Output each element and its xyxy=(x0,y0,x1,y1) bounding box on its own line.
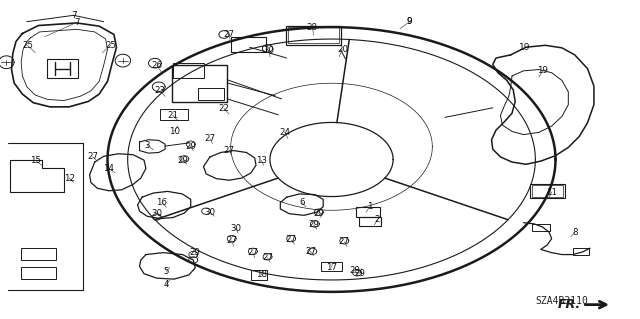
Bar xyxy=(173,65,227,102)
Text: 27: 27 xyxy=(223,30,235,39)
Text: 3: 3 xyxy=(145,141,150,150)
Text: 29: 29 xyxy=(314,209,324,218)
Text: 1: 1 xyxy=(367,202,372,211)
Text: 27: 27 xyxy=(204,134,216,143)
Bar xyxy=(532,224,550,231)
Text: 29: 29 xyxy=(178,156,188,165)
Text: 24: 24 xyxy=(279,128,291,137)
Text: 27: 27 xyxy=(247,248,259,257)
Text: 29: 29 xyxy=(350,266,360,275)
Text: 29: 29 xyxy=(355,269,365,278)
Text: 30: 30 xyxy=(230,224,241,233)
Text: 15: 15 xyxy=(29,156,41,165)
Text: 5: 5 xyxy=(164,267,169,276)
Bar xyxy=(160,108,189,120)
Text: 28: 28 xyxy=(307,23,318,32)
Text: FR.: FR. xyxy=(558,298,581,311)
Bar xyxy=(20,267,56,279)
Text: 19: 19 xyxy=(519,43,531,52)
Text: 9: 9 xyxy=(407,17,412,26)
Bar xyxy=(47,59,78,78)
Text: 22: 22 xyxy=(218,104,230,113)
Text: 27: 27 xyxy=(87,152,99,161)
Text: 10: 10 xyxy=(168,127,180,136)
Bar xyxy=(231,37,266,52)
Bar xyxy=(20,248,56,260)
Text: 21: 21 xyxy=(167,111,179,120)
Bar xyxy=(530,184,565,198)
Text: 27: 27 xyxy=(285,235,297,244)
Bar xyxy=(198,88,224,100)
Text: 29: 29 xyxy=(190,248,200,257)
Text: 27: 27 xyxy=(223,146,235,155)
Bar xyxy=(173,63,204,78)
Text: 17: 17 xyxy=(326,263,337,272)
Text: 19: 19 xyxy=(538,66,548,75)
Text: 25: 25 xyxy=(105,41,116,50)
Text: 29: 29 xyxy=(186,142,196,151)
Text: 27: 27 xyxy=(305,247,316,256)
Text: 18: 18 xyxy=(255,271,267,279)
Text: 23: 23 xyxy=(154,86,166,95)
Text: 27: 27 xyxy=(226,236,237,245)
Text: 2: 2 xyxy=(375,215,380,224)
Bar xyxy=(359,217,381,226)
Text: 7: 7 xyxy=(74,18,79,27)
Text: 8: 8 xyxy=(572,228,577,237)
Text: 7: 7 xyxy=(71,11,76,20)
Bar xyxy=(573,248,589,255)
Text: 29: 29 xyxy=(308,220,319,229)
Text: 27: 27 xyxy=(339,237,350,246)
Text: 14: 14 xyxy=(103,164,115,173)
Text: 25: 25 xyxy=(22,41,33,50)
Text: 12: 12 xyxy=(63,174,75,182)
Text: 30: 30 xyxy=(204,208,216,217)
Bar xyxy=(252,270,268,280)
Text: 30: 30 xyxy=(151,209,163,218)
Text: 6: 6 xyxy=(300,198,305,207)
Bar xyxy=(532,185,563,197)
Bar xyxy=(356,207,380,217)
Text: 9: 9 xyxy=(407,17,412,26)
Text: 16: 16 xyxy=(156,198,168,207)
Bar xyxy=(287,26,340,45)
Bar xyxy=(321,262,342,271)
Text: 4: 4 xyxy=(164,280,169,289)
Text: SZA4B3110: SZA4B3110 xyxy=(536,296,588,307)
Text: 13: 13 xyxy=(255,156,267,165)
Text: 26: 26 xyxy=(151,61,163,70)
Text: 20: 20 xyxy=(337,45,348,54)
Bar xyxy=(288,27,339,43)
Text: 30: 30 xyxy=(263,46,275,55)
Text: 11: 11 xyxy=(546,188,557,197)
Text: 27: 27 xyxy=(262,253,273,262)
